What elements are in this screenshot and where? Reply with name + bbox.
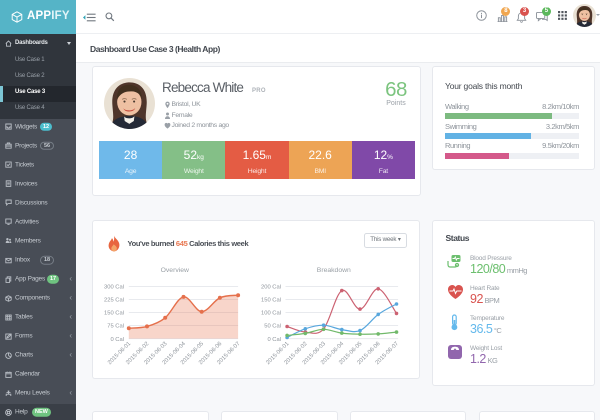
svg-text:200 Cal: 200 Cal xyxy=(261,285,281,291)
svg-text:0 Cal: 0 Cal xyxy=(110,337,124,343)
svg-text:50 Cal: 50 Cal xyxy=(264,324,281,330)
svg-text:Overview: Overview xyxy=(161,267,189,274)
svg-text:150 Cal: 150 Cal xyxy=(261,298,281,304)
svg-text:0 Cal: 0 Cal xyxy=(267,337,281,343)
svg-text:75 Cal: 75 Cal xyxy=(107,324,124,330)
svg-text:225 Cal: 225 Cal xyxy=(104,298,124,304)
svg-text:150 Cal: 150 Cal xyxy=(104,311,124,317)
svg-text:300 Cal: 300 Cal xyxy=(104,285,124,291)
svg-text:100 Cal: 100 Cal xyxy=(261,311,281,317)
svg-text:Breakdown: Breakdown xyxy=(317,267,351,274)
